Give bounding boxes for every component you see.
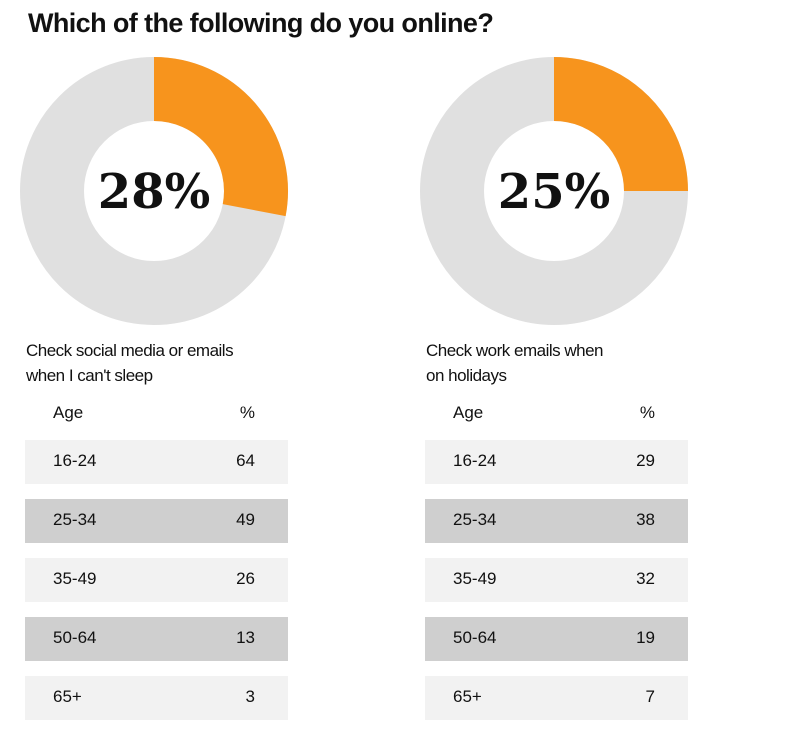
- table-row: 35-49 32: [425, 558, 688, 602]
- donut-chart: 25%: [420, 57, 688, 325]
- table-row: 65+ 7: [425, 676, 688, 720]
- row-percent: 7: [645, 687, 655, 706]
- donut-percent-label: 25%: [498, 164, 610, 220]
- table-header: Age %: [25, 403, 288, 429]
- table-row: 16-24 29: [425, 440, 688, 484]
- row-age: 25-34: [453, 510, 497, 529]
- chart-caption: Check social media or emails when I can'…: [26, 338, 296, 388]
- chart-caption: Check work emails when on holidays: [426, 338, 696, 388]
- column-header-percent: %: [239, 403, 255, 422]
- column-header-percent: %: [639, 403, 655, 422]
- page-title: Which of the following do you online?: [28, 8, 494, 38]
- chart-panel-sleep: 28% Check social media or emails when I …: [0, 0, 300, 721]
- chart-panel-holidays: 25% Check work emails when on holidays A…: [400, 0, 700, 721]
- row-percent: 13: [236, 628, 255, 647]
- row-age: 16-24: [453, 451, 497, 470]
- row-percent: 3: [245, 687, 255, 706]
- row-percent: 29: [636, 451, 655, 470]
- row-age: 16-24: [53, 451, 97, 470]
- age-table: 16-24 29 25-34 38 35-49 32 50-64 19 65+ …: [425, 440, 688, 735]
- row-percent: 26: [236, 569, 255, 588]
- donut-percent-label: 28%: [98, 164, 210, 220]
- donut-highlight-slice: [552, 57, 688, 193]
- row-age: 65+: [53, 687, 82, 706]
- table-row: 25-34 38: [425, 499, 688, 543]
- age-table: 16-24 64 25-34 49 35-49 26 50-64 13 65+ …: [25, 440, 288, 735]
- row-age: 50-64: [453, 628, 497, 647]
- row-age: 65+: [453, 687, 482, 706]
- row-percent: 64: [236, 451, 255, 470]
- donut-highlight-slice: [152, 57, 288, 217]
- row-age: 35-49: [53, 569, 97, 588]
- table-row: 50-64 19: [425, 617, 688, 661]
- row-age: 35-49: [453, 569, 497, 588]
- column-header-age: Age: [53, 403, 84, 422]
- table-row: 16-24 64: [25, 440, 288, 484]
- table-row: 35-49 26: [25, 558, 288, 602]
- column-header-age: Age: [453, 403, 484, 422]
- caption-line-2: on holidays: [426, 366, 507, 385]
- row-percent: 38: [636, 510, 655, 529]
- row-percent: 32: [636, 569, 655, 588]
- row-percent: 19: [636, 628, 655, 647]
- table-row: 25-34 49: [25, 499, 288, 543]
- table-row: 50-64 13: [25, 617, 288, 661]
- donut-chart: 28%: [20, 57, 288, 325]
- caption-line-2: when I can't sleep: [26, 366, 153, 385]
- row-age: 50-64: [53, 628, 97, 647]
- row-percent: 49: [236, 510, 255, 529]
- table-row: 65+ 3: [25, 676, 288, 720]
- caption-line-1: Check work emails when: [426, 341, 604, 360]
- table-header: Age %: [425, 403, 688, 429]
- caption-line-1: Check social media or emails: [26, 341, 234, 360]
- row-age: 25-34: [53, 510, 97, 529]
